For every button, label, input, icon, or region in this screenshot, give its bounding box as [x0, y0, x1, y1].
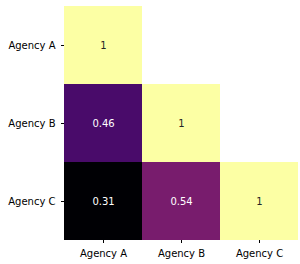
svg-text:1: 1 [178, 118, 184, 129]
svg-text:Agency B: Agency B [8, 118, 55, 129]
svg-text:1: 1 [256, 196, 262, 207]
svg-text:0.46: 0.46 [92, 118, 114, 129]
svg-text:Agency A: Agency A [80, 248, 127, 259]
svg-text:1: 1 [100, 40, 106, 51]
svg-text:Agency C: Agency C [236, 248, 283, 259]
svg-text:0.54: 0.54 [170, 196, 192, 207]
svg-text:Agency C: Agency C [8, 196, 55, 207]
svg-text:Agency B: Agency B [158, 248, 205, 259]
svg-text:0.31: 0.31 [92, 196, 114, 207]
svg-text:Agency A: Agency A [8, 40, 55, 51]
